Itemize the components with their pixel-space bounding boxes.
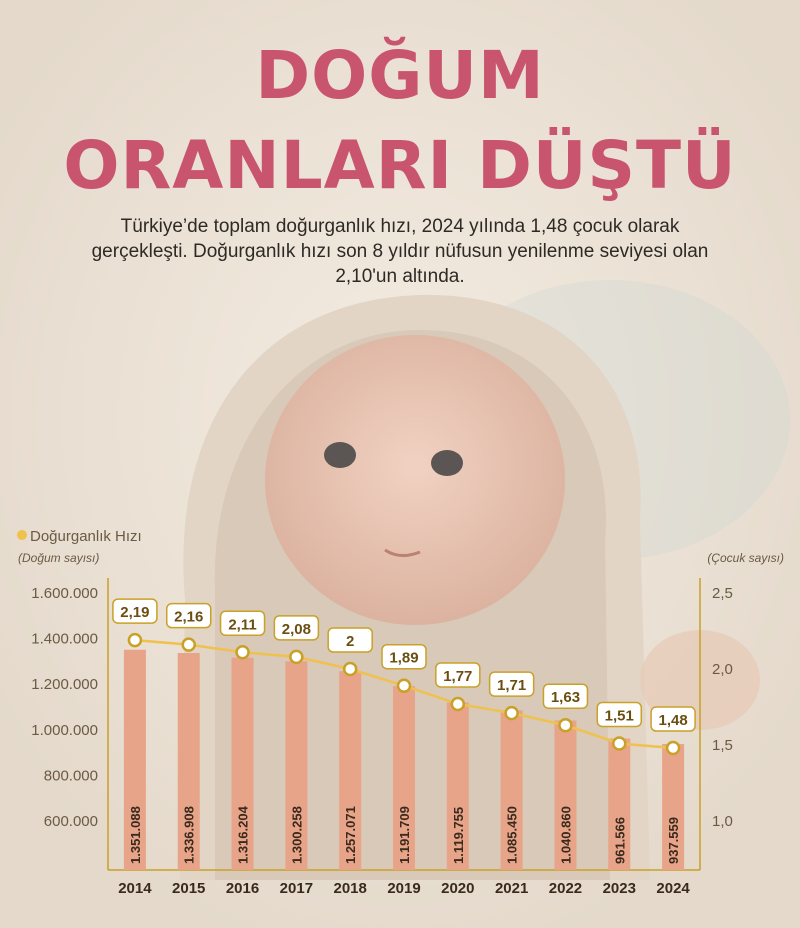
x-tick-label-2016: 2016: [226, 880, 259, 897]
line-value-box-2024: [650, 706, 696, 732]
line-value-box-2017: [273, 615, 320, 641]
bar-value-label-2017: 1.300.258: [289, 806, 304, 864]
line-point-2014: [127, 632, 143, 648]
bar-value-label-2015: 1.336.908: [182, 806, 197, 864]
bar-value-label-2019: 1.191.709: [397, 806, 412, 864]
y-left-tick-label: 1.000.000: [31, 722, 98, 739]
line-value-label-2018: 2: [346, 633, 354, 650]
x-tick-label-2022: 2022: [549, 880, 582, 897]
line-point-2021: [504, 705, 519, 721]
y-right-tick-label: 2,5: [712, 585, 733, 602]
line-value-box-2023: [596, 701, 643, 728]
bar-value-label-2014: 1.351.088: [128, 806, 143, 864]
y-right-tick-label: 1,0: [712, 813, 733, 830]
legend-marker: [17, 530, 27, 540]
y-left-tick-label: 1.400.000: [31, 631, 98, 648]
bar-value-label-2021: 1.085.450: [505, 806, 520, 864]
line-value-label-2015: 2,16: [174, 609, 203, 626]
line-value-label-2017: 2,08: [282, 621, 311, 638]
bar-value-label-2023: 961.566: [612, 817, 627, 864]
line-value-box-2015: [165, 602, 212, 629]
page-title-line-1: DOĞUM: [255, 37, 545, 114]
x-tick-label-2018: 2018: [333, 880, 366, 897]
y-left-axis-label: (Doğum sayısı): [18, 551, 99, 565]
line-value-box-2014: [112, 598, 158, 624]
line-value-label-2022: 1,63: [551, 689, 580, 706]
bar-value-label-2022: 1.040.860: [558, 806, 573, 864]
bar-2017: [285, 661, 308, 870]
line-value-label-2021: 1,71: [497, 677, 526, 694]
line-value-box-2016: [219, 610, 266, 637]
y-left-tick-label: 1.200.000: [31, 676, 98, 693]
line-point-2016: [235, 645, 250, 660]
line-value-label-2019: 1,89: [389, 650, 418, 667]
bar-value-label-2018: 1.257.071: [343, 806, 358, 864]
bar-2014: [123, 649, 146, 870]
x-tick-label-2019: 2019: [387, 880, 420, 897]
x-tick-label-2024: 2024: [656, 880, 690, 897]
line-value-box-2021: [488, 671, 535, 697]
line-point-2020: [450, 696, 466, 712]
bar-2016: [231, 657, 254, 870]
line-value-label-2014: 2,19: [120, 604, 149, 621]
bar-2023: [608, 738, 631, 870]
line-point-2023: [612, 736, 627, 751]
bar-2020: [446, 702, 469, 870]
x-tick-label-2021: 2021: [495, 880, 528, 897]
y-right-tick-label: 2,0: [712, 661, 733, 678]
y-left-tick-label: 600.000: [44, 813, 98, 830]
legend-label: Doğurganlık Hızı: [30, 528, 142, 545]
x-tick-label-2017: 2017: [280, 880, 313, 897]
line-value-box-2020: [435, 662, 481, 688]
bar-2024: [662, 744, 685, 870]
page-title-line-2: ORANLARI DÜŞTÜ: [63, 127, 737, 204]
line-value-box-2018: [327, 627, 373, 653]
bar-2019: [393, 686, 415, 870]
x-tick-label-2015: 2015: [172, 880, 205, 897]
bar-value-label-2016: 1.316.204: [236, 805, 251, 864]
y-left-tick-label: 1.600.000: [31, 585, 98, 602]
bar-2015: [177, 652, 200, 870]
line-point-2018: [342, 661, 358, 677]
line-value-label-2023: 1,51: [605, 707, 634, 724]
x-tick-label-2014: 2014: [118, 880, 152, 897]
y-right-axis-label: (Çocuk sayısı): [707, 551, 784, 565]
bar-value-label-2020: 1.119.755: [451, 807, 466, 864]
line-value-box-2019: [381, 643, 427, 670]
x-tick-label-2023: 2023: [603, 880, 636, 897]
subtitle: Türkiye’de toplam doğurganlık hızı, 2024…: [91, 216, 709, 287]
line-value-label-2016: 2,11: [228, 616, 256, 633]
y-right-tick-label: 1,5: [712, 737, 733, 754]
line-value-box-2022: [542, 683, 589, 709]
y-left-tick-label: 800.000: [44, 767, 98, 784]
bar-value-label-2024: 937.559: [666, 817, 681, 864]
line-point-2019: [396, 678, 412, 693]
bar-2018: [339, 671, 362, 870]
line-value-label-2024: 1,48: [658, 712, 687, 729]
line-point-2017: [289, 649, 304, 665]
x-tick-label-2020: 2020: [441, 880, 474, 897]
bar-2021: [500, 710, 523, 870]
line-value-label-2020: 1,77: [443, 668, 472, 685]
bar-2022: [554, 720, 577, 870]
line-point-2015: [181, 637, 196, 652]
line-point-2022: [558, 717, 573, 733]
line-point-2024: [665, 740, 681, 756]
